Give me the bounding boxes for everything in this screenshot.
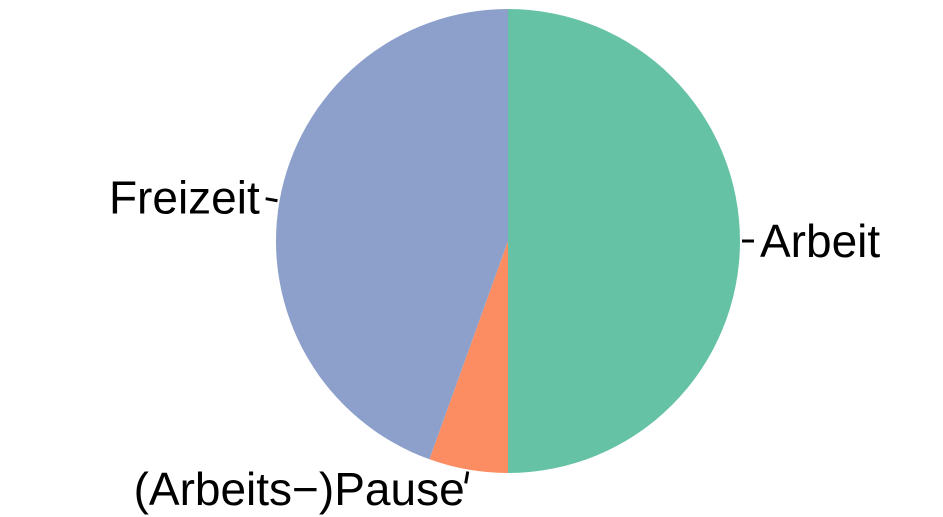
pie-slices xyxy=(276,9,740,473)
slice-label-arbeits-pause: (Arbeits−)Pause xyxy=(134,463,465,515)
pie-slice-freizeit xyxy=(276,9,508,460)
leader-line-freizeit xyxy=(265,197,278,203)
pie-slice-arbeits-pause xyxy=(429,241,508,473)
slice-labels: Arbeit (Arbeits−)Pause Freizeit xyxy=(109,172,880,516)
slice-label-freizeit: Freizeit xyxy=(109,172,260,224)
leader-line-arbeits-pause xyxy=(464,471,470,484)
slice-label-arbeit: Arbeit xyxy=(760,215,880,267)
pie-slice-arbeit xyxy=(508,9,740,473)
